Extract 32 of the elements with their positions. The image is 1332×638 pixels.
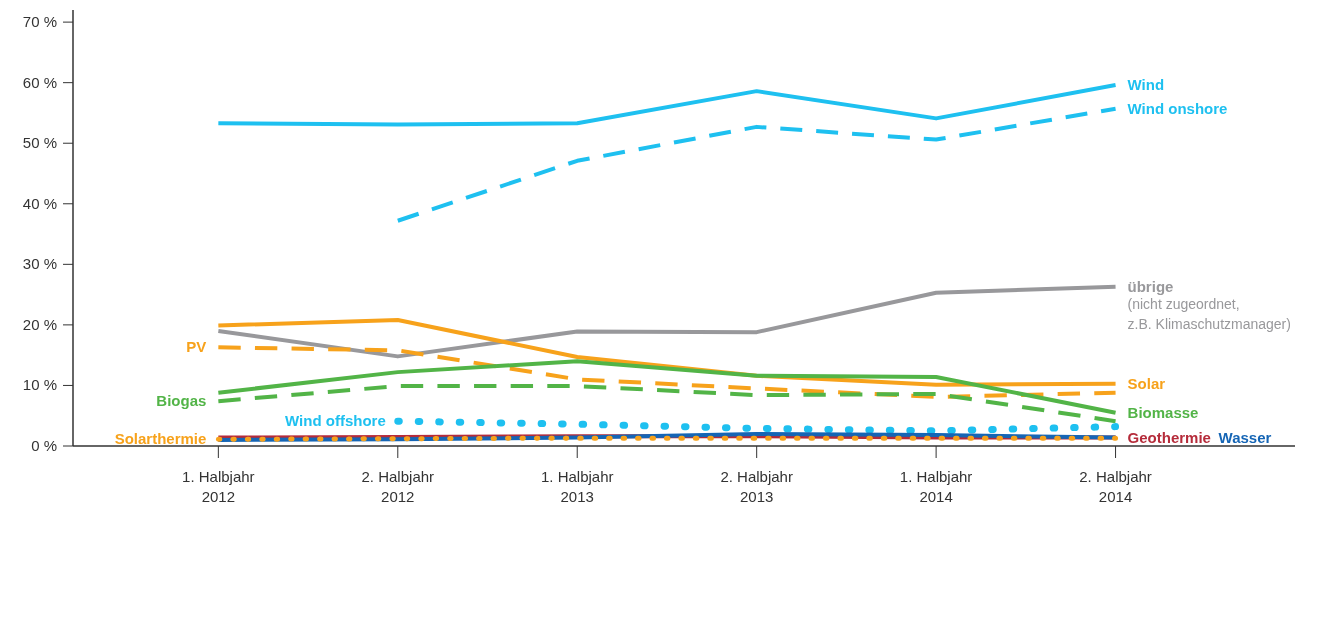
x-tick-label: 2. Halbjahr 2013 [720, 468, 793, 505]
line-series [216, 384, 1118, 424]
series-label: Biomasse [1127, 403, 1199, 421]
x-tick-label: 2. Halbjahr 2014 [1079, 468, 1152, 505]
y-tick-label: 10 % [22, 376, 57, 394]
y-tick-label: 50 % [22, 134, 57, 152]
series-label: Biogas [156, 392, 207, 410]
series-label: Geothermie [1127, 428, 1211, 446]
series-label: PV [186, 338, 207, 356]
series-label: Wind onshore [1127, 99, 1228, 117]
line-series [395, 106, 1118, 223]
y-tick-label: 30 % [22, 255, 57, 273]
series-label: Wind offshore [285, 412, 386, 430]
x-tick-label: 1. Halbjahr 2013 [540, 468, 614, 505]
y-tick-label: 40 % [22, 194, 57, 212]
line-series [216, 359, 1118, 415]
series-label: Solar [1127, 374, 1166, 392]
y-tick-label: 60 % [22, 73, 57, 91]
annotation: (nicht zugeordnet, z.B. Klimaschutzmanager) [1127, 295, 1291, 332]
series-label: übrige [1127, 277, 1174, 295]
line-series [216, 284, 1118, 359]
x-tick-label: 1. Halbjahr 2014 [899, 468, 973, 505]
y-tick-label: 70 % [22, 13, 57, 31]
series-label: Solarthermie [114, 430, 207, 448]
y-tick-label: 20 % [22, 315, 57, 333]
x-tick-label: 1. Halbjahr 2012 [182, 468, 255, 505]
line-series [216, 83, 1118, 127]
y-tick-label: 0 % [31, 437, 57, 454]
series-label: Wind [1127, 76, 1165, 94]
line-series [216, 345, 1118, 399]
x-tick-label: 2. Halbjahr 2012 [361, 468, 435, 505]
text: Wasser [1218, 428, 1272, 446]
